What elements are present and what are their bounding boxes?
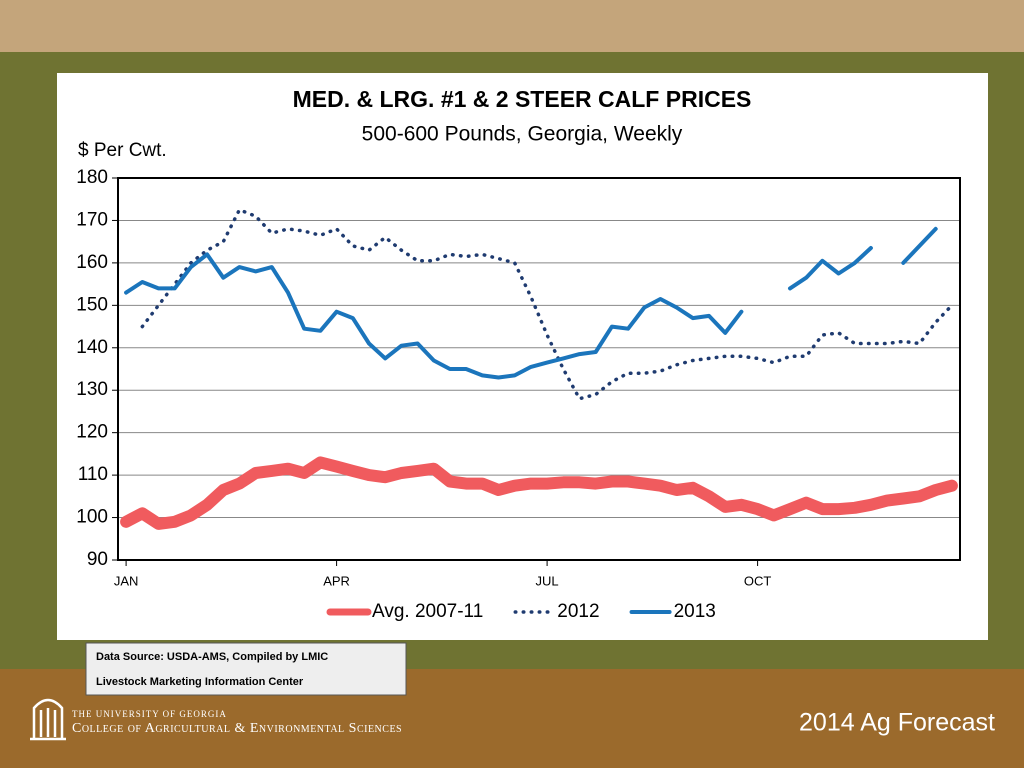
series-line [124,226,938,380]
plot: 90 100 110 120 130 140 150 160 170 180 JAN APR JUL OC… [76,167,961,622]
y-tick-label: 170 [76,209,108,230]
y-tick-label: 130 [76,379,108,400]
series-line [120,456,958,530]
chart-subtitle: 500-600 Pounds, Georgia, Weekly [362,123,683,146]
logo-icon [30,698,66,741]
source-text: Livestock Marketing Information Center [96,676,304,688]
chart-title: MED. & LRG. #1 & 2 STEER CALF PRICES [293,86,752,112]
y-tick-label: 120 [76,422,108,443]
x-tick-label: JUL [536,573,559,588]
top-band [0,0,1024,52]
x-tick-label: APR [323,573,350,588]
y-tick-label: 110 [78,464,108,485]
y-tick-label: 90 [87,549,108,570]
y-tick-label: 180 [76,167,108,188]
college-name: College of Agricultural & Environmental … [72,721,402,736]
y-axis-label: $ Per Cwt. [78,140,167,161]
chart-panel [57,73,988,640]
y-tick-label: 100 [76,507,108,528]
y-tick-label: 140 [76,337,108,358]
legend-label: 2013 [674,601,716,622]
x-tick-label: JAN [114,573,139,588]
source-box [85,642,407,696]
y-tick-label: 160 [76,252,108,273]
y-tick-label: 150 [76,294,108,315]
x-tick-label: OCT [744,573,772,588]
source-text: Data Source: USDA-AMS, Compiled by LMIC [96,651,328,663]
legend-label: Avg. 2007-11 [372,601,483,622]
university-name: The University of Georgia [72,709,227,719]
plot-frame [117,177,961,561]
legend-label: 2012 [557,601,599,622]
tagline: 2014 Ag Forecast [799,709,995,737]
series-line [140,208,954,401]
